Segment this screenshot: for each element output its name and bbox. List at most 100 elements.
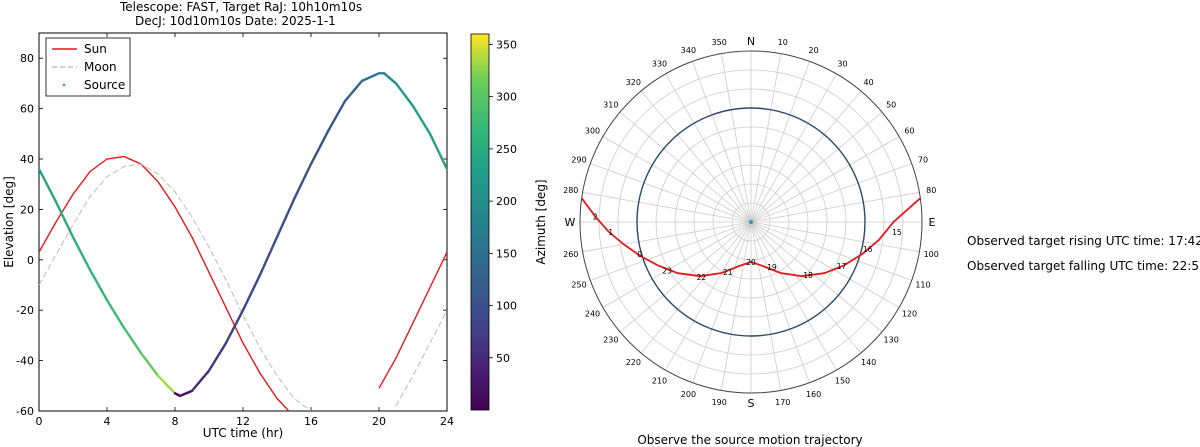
colorbar-tick-label: 300	[496, 91, 517, 104]
x-tick-label: 8	[172, 415, 179, 428]
source-segment	[258, 235, 279, 277]
polar-spoke	[720, 221, 752, 391]
hour-label: 18	[803, 271, 813, 280]
source-segment	[88, 268, 109, 302]
azimuth-label: 10	[778, 38, 788, 47]
polar-spoke	[750, 111, 883, 223]
azimuth-label: 280	[563, 186, 578, 195]
azimuth-label: 200	[681, 390, 696, 399]
polar-spoke	[619, 111, 752, 223]
falling-time-text: Observed target falling UTC time: 22:51	[967, 259, 1200, 273]
y-tick-label: 80	[20, 52, 34, 65]
polar-spoke	[750, 90, 862, 223]
chart-title-line-2: DecJ: 10d10m10s Date: 2025-1-1	[135, 14, 336, 28]
polar-spoke	[750, 221, 920, 253]
azimuth-label: 30	[837, 60, 847, 69]
polar-spoke	[692, 221, 752, 383]
hour-label: 2	[593, 213, 598, 222]
x-axis-ticks: 0 4 8 12 16 20 24	[36, 33, 454, 428]
azimuth-label: 40	[864, 78, 874, 87]
source-segment	[71, 235, 92, 272]
azimuth-label: 60	[904, 127, 914, 136]
source-segment	[105, 298, 126, 330]
source-segment	[224, 309, 245, 345]
polar-spoke	[640, 221, 752, 354]
azimuth-label: 220	[626, 358, 641, 367]
hour-label: 22	[697, 273, 707, 282]
colorbar-ticks: 50 100 150 200 250 300 350	[489, 38, 517, 365]
colorbar-gradient	[470, 33, 490, 411]
azimuth-label: 130	[884, 336, 899, 345]
colorbar-tick-label: 350	[496, 38, 517, 51]
source-segment	[54, 200, 75, 239]
hour-label: 23	[662, 266, 672, 275]
source-segment	[190, 369, 211, 393]
polar-spoke	[582, 221, 752, 253]
polar-spoke	[750, 61, 810, 223]
source-segment	[411, 104, 432, 136]
y-axis-label: Elevation [deg]	[2, 176, 16, 268]
legend-source-swatch	[62, 83, 66, 87]
azimuth-label: 190	[712, 398, 727, 407]
polar-spoke	[692, 61, 752, 223]
source-segment	[139, 351, 160, 377]
source-segment	[309, 130, 330, 166]
polar-spoke	[590, 221, 752, 281]
colorbar-tick-label: 200	[496, 195, 517, 208]
source-segment	[275, 198, 296, 239]
legend: Sun Moon Source	[45, 37, 131, 97]
polar-azimuth-labels: NESW102030405060708010011012013014015016…	[563, 35, 939, 410]
x-tick-label: 12	[236, 415, 250, 428]
azimuth-label: 110	[915, 281, 930, 290]
x-tick-label: 16	[304, 415, 318, 428]
polar-spoke	[750, 221, 862, 354]
source-segment	[343, 79, 364, 103]
polar-spoke	[582, 191, 752, 223]
azimuth-label: 240	[585, 310, 600, 319]
hour-label: 17	[837, 262, 847, 271]
source-segment	[178, 389, 194, 398]
polar-ring	[617, 88, 885, 356]
x-tick-label: 20	[372, 415, 386, 428]
rising-time-text: Observed target rising UTC time: 17:42	[967, 234, 1200, 248]
azimuth-label: 350	[712, 38, 727, 47]
y-tick-label: 20	[20, 203, 34, 216]
source-segment	[326, 99, 347, 133]
polar-spoke	[750, 163, 912, 223]
moon-line	[39, 163, 447, 411]
colorbar: 50 100 150 200 250 300 350 Azimuth [deg]	[470, 33, 548, 411]
sun-line	[39, 155, 447, 411]
zenith-limit-circle	[636, 107, 866, 337]
azimuth-label: 150	[835, 376, 850, 385]
polar-spoke	[665, 73, 752, 223]
polar-spoke	[750, 221, 912, 281]
polar-spoke	[590, 163, 752, 223]
polar-spoke	[640, 90, 752, 223]
source-segment	[241, 273, 262, 312]
source-segment	[207, 341, 228, 372]
legend-sun: Sun	[84, 42, 107, 56]
azimuth-label: 160	[806, 390, 821, 399]
x-axis-label: UTC time (hr)	[203, 426, 283, 440]
polar-spoke	[750, 191, 920, 223]
polar-spoke	[750, 221, 810, 383]
cardinal-n: N	[747, 35, 755, 48]
hour-label: 21	[723, 268, 733, 277]
polar-ring	[712, 183, 790, 261]
hour-label: 19	[767, 263, 777, 272]
cardinal-w: W	[565, 216, 576, 229]
legend-source: Source	[84, 78, 125, 92]
cardinal-s: S	[748, 397, 755, 410]
polar-grid	[579, 50, 923, 394]
x-tick-label: 24	[440, 415, 454, 428]
source-segment	[382, 72, 398, 85]
zenith-marker	[749, 220, 753, 224]
azimuth-label: 70	[918, 155, 928, 164]
source-segment	[394, 82, 415, 108]
legend-moon: Moon	[84, 60, 117, 74]
azimuth-label: 50	[886, 100, 896, 109]
polar-spoke	[665, 221, 752, 371]
cardinal-e: E	[929, 216, 936, 229]
